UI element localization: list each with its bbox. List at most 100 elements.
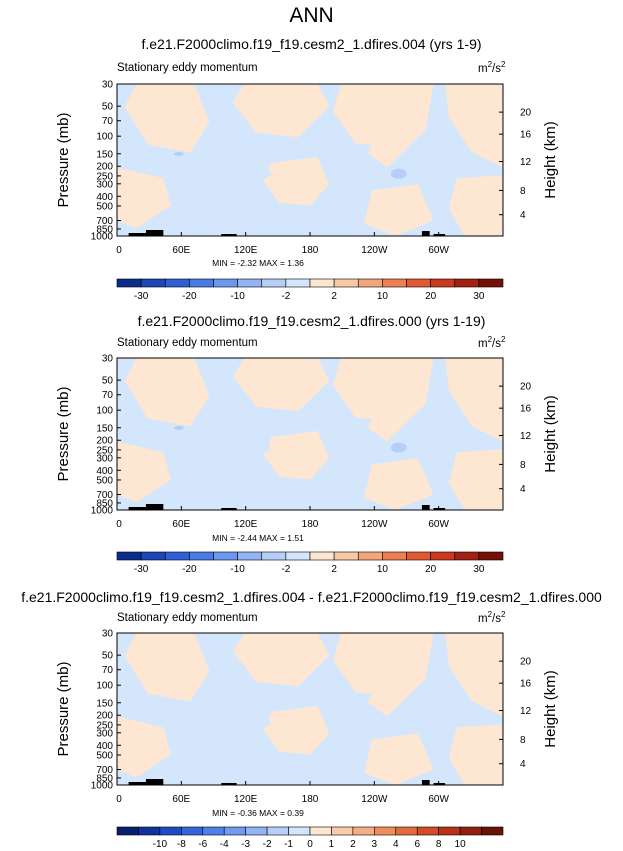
contour-region-strong-negative [173,425,184,430]
colorbar-swatch [406,551,431,561]
colorbar-swatch [331,826,354,836]
x-tick-label: 60W [428,245,449,256]
colorbar-swatch [430,551,456,561]
x-tick-label: 60E [172,794,190,805]
units-label: m2/s2 [478,60,506,75]
contour-region-negative [418,411,457,457]
terrain-mask [421,780,430,785]
terrain-mask [145,779,164,785]
y2-axis-title: Height (km) [542,395,559,473]
y2-tick-label: 8 [520,735,526,746]
colorbar-label: -30 [134,564,149,575]
contour-region-negative [418,137,457,183]
colorbar-label: 4 [393,839,399,850]
y-tick-label: 500 [96,475,113,486]
colorbar-swatch [116,551,142,561]
contour-region-positive [117,167,171,229]
colorbar-label: 20 [425,564,437,575]
colorbar-label: -20 [182,291,197,302]
contour-region-positive [124,358,210,427]
colorbar-label: -30 [134,291,149,302]
y2-axis-title: Height (km) [542,121,559,199]
y2-tick-label: 4 [520,484,526,495]
y2-tick-label: 20 [520,657,532,668]
x-tick-label: 120W [361,245,388,256]
x-tick-label: 180 [302,245,319,256]
colorbar-swatch [138,826,161,836]
contour-region-strong-negative [173,151,184,156]
colorbar-swatch [478,551,504,561]
colorbar-swatch [140,551,166,561]
variable-label: Stationary eddy momentum [117,337,258,349]
colorbar-swatch [223,826,246,836]
terrain-mask [128,782,152,785]
y-tick-label: 250 [96,445,113,456]
contour-region-positive [364,458,434,510]
contour-region-negative [325,141,372,179]
terrain-mask [421,505,430,510]
y-tick-label: 30 [102,354,114,365]
y2-tick-label: 20 [520,108,532,119]
x-tick-label: 120E [234,794,258,805]
colorbar-label: -2 [281,564,290,575]
colorbar-swatch [357,551,383,561]
colorbar-label: -8 [177,839,186,850]
units-label: m2/s2 [478,610,506,625]
colorbar-label: 20 [425,291,437,302]
colorbar-swatch [261,551,287,561]
y-tick-label: 30 [102,80,114,91]
y-tick-label: 850 [96,498,113,509]
colorbar-swatch [266,826,289,836]
colorbar-label: -10 [153,839,168,850]
y-tick-label: 150 [96,149,113,160]
colorbar-swatch [202,826,225,836]
terrain-mask [221,234,237,236]
colorbar-label: 10 [377,564,389,575]
contour-region-negative [186,415,272,468]
y-tick-label: 50 [102,102,114,113]
y-tick-label: 500 [96,750,113,761]
contour-region-positive [232,358,330,412]
x-tick-label: 60W [428,519,449,530]
colorbar-swatch [478,278,504,288]
min-max-stats: MIN = -0.36 MAX = 0.39 [212,808,304,818]
case-title: f.e21.F2000climo.f19_f19.cesm2_1.dfires.… [141,36,482,52]
terrain-mask [421,231,430,236]
x-tick-label: 120W [361,794,388,805]
y-tick-label: 700 [96,216,113,227]
terrain-mask [145,504,164,510]
y-tick-label: 30 [102,629,114,640]
y-tick-label: 250 [96,171,113,182]
y-tick-label: 850 [96,773,113,784]
colorbar-label: 1 [329,839,335,850]
contour-region-positive [117,716,171,778]
terrain-mask [128,507,152,510]
y2-tick-label: 8 [520,460,526,471]
colorbar-swatch [416,826,439,836]
colorbar-label: 2 [331,291,337,302]
y-tick-label: 300 [96,453,113,464]
x-tick-label: 120E [234,245,258,256]
y-tick-label: 400 [96,192,113,203]
y-tick-label: 300 [96,179,113,190]
colorbar-label: -2 [281,291,290,302]
y-tick-label: 300 [96,728,113,739]
units-label: m2/s2 [478,335,506,350]
x-tick-label: 60E [172,245,190,256]
contour-region-negative [418,686,457,732]
contour-region-positive [445,84,503,168]
colorbar-swatch [164,551,190,561]
colorbar-swatch [237,551,263,561]
x-tick-label: 60E [172,519,190,530]
contour-region-positive [445,633,503,717]
y-tick-label: 50 [102,376,114,387]
y2-tick-label: 4 [520,210,526,221]
contour-region-positive [445,358,503,442]
y2-tick-label: 20 [520,382,532,393]
y2-tick-label: 16 [520,404,532,415]
colorbar-swatch [352,826,375,836]
colorbar-swatch [309,826,332,836]
x-tick-label: 120W [361,519,388,530]
colorbar-label: 3 [372,839,378,850]
colorbar-swatch [245,826,268,836]
